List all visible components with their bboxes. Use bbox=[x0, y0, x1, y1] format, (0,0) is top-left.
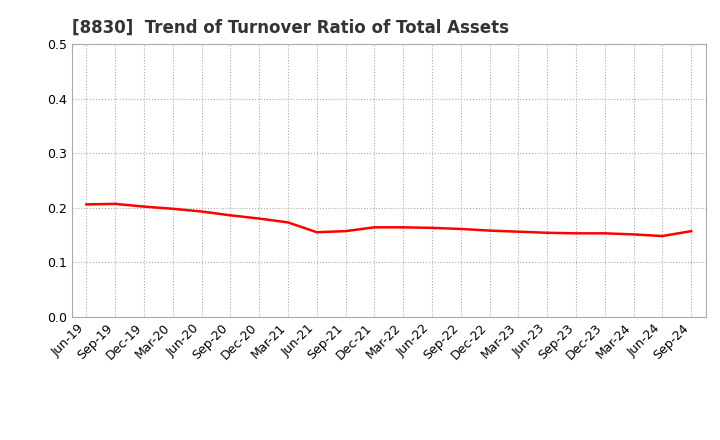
Text: [8830]  Trend of Turnover Ratio of Total Assets: [8830] Trend of Turnover Ratio of Total … bbox=[72, 19, 509, 37]
